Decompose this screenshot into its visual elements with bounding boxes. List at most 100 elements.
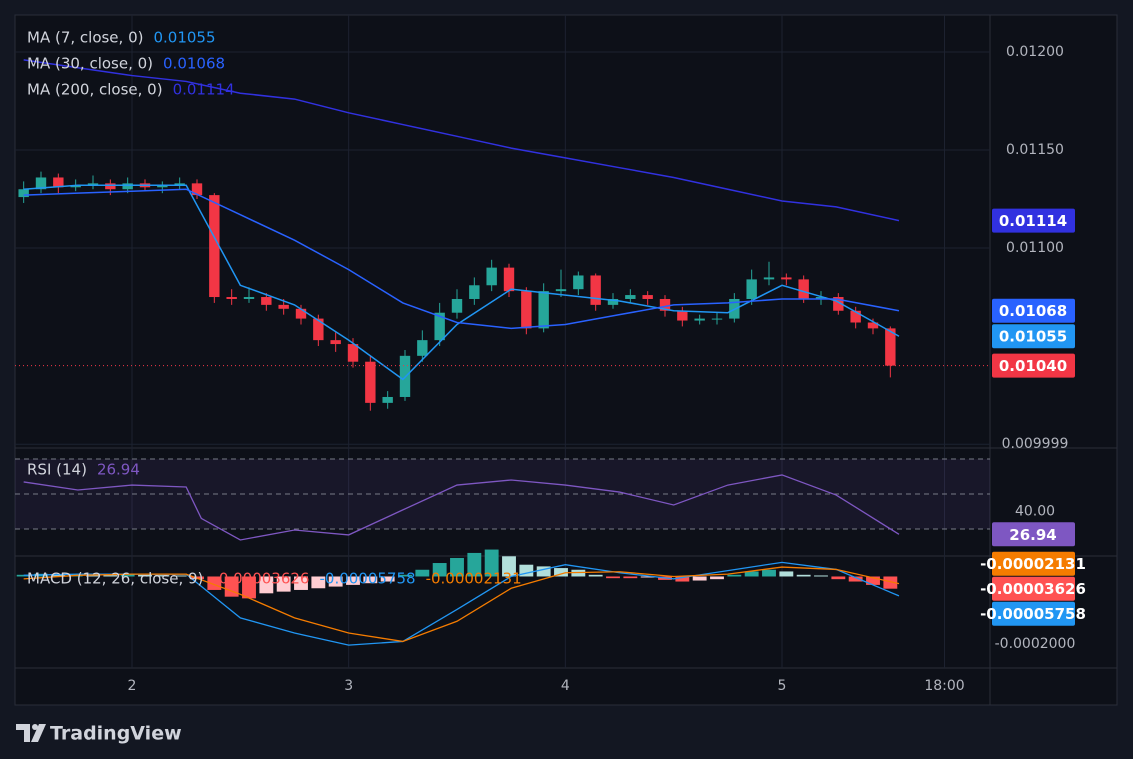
candle-body (469, 285, 480, 299)
candle-body (365, 361, 376, 403)
histogram-bar (519, 564, 534, 577)
histogram-bar (467, 552, 482, 577)
histogram-bar (363, 576, 378, 584)
line-series (23, 59, 900, 222)
histogram-bar (588, 574, 603, 577)
candle-body (278, 304, 289, 309)
histogram-bar (675, 576, 690, 582)
price-box-label: 26.94 (1009, 526, 1056, 544)
chart-frame (14, 14, 1118, 706)
price-box (992, 298, 1075, 323)
candle-body (677, 310, 688, 321)
histogram-bar (311, 576, 326, 589)
histogram-bar (640, 576, 655, 578)
price-box-label: 0.01055 (999, 328, 1067, 346)
candle-body (18, 189, 29, 198)
x-tick-label: 4 (561, 678, 570, 694)
price-box (992, 208, 1075, 233)
x-tick-label: 18:00 (924, 678, 964, 694)
price-box-label: 0.01114 (999, 212, 1067, 230)
histogram-bar (866, 576, 880, 585)
legend-text: -0.00003626 (213, 570, 309, 588)
candle-body (711, 318, 723, 320)
histogram-bar (103, 575, 118, 577)
price-box-label: 0.01040 (999, 357, 1067, 375)
legend-text: MA (30, close, 0) (27, 55, 153, 73)
candle-body (781, 277, 792, 280)
legend-text: MACD (12, 26, close, 9) (27, 570, 203, 588)
candle-body (486, 267, 497, 286)
histogram-bar (744, 571, 759, 577)
x-tick-label: 3 (344, 678, 353, 694)
candle-body (157, 185, 168, 188)
histogram-bar (710, 576, 724, 580)
candle-body (625, 295, 636, 299)
histogram-bar (848, 576, 863, 582)
candle-body (798, 279, 809, 299)
line-series (23, 188, 900, 330)
candle-body (209, 195, 220, 298)
histogram-bar (432, 563, 447, 577)
brand-name: TradingView (50, 723, 182, 745)
legend-text: -0.00005758 (319, 570, 415, 588)
candle-body (885, 328, 896, 366)
x-tick-label: 2 (128, 678, 137, 694)
histogram-bar (692, 576, 707, 581)
price-box (992, 324, 1075, 349)
candle-body (70, 185, 81, 188)
candle-body (451, 298, 463, 313)
candle-body (122, 183, 133, 190)
histogram-bar (86, 574, 100, 577)
histogram-bar (415, 569, 430, 577)
candle-body (295, 308, 307, 319)
histogram-bar (276, 576, 291, 592)
histogram-bar (294, 576, 308, 590)
legend-text: MA (7, close, 0) (27, 29, 143, 47)
histogram-bar (398, 574, 412, 577)
candle-body (763, 277, 775, 280)
price-box (992, 522, 1075, 547)
candle-body (417, 340, 428, 356)
candle-body (35, 177, 47, 190)
candle-body (659, 298, 671, 311)
histogram-bar (727, 574, 742, 577)
histogram-bar (623, 576, 638, 579)
candle-body (607, 298, 619, 305)
candle-body (330, 340, 341, 345)
candle-body (243, 297, 255, 299)
histogram-bar (138, 574, 152, 577)
candle-body (434, 312, 445, 341)
candle-body (590, 275, 601, 305)
candle-body (833, 297, 844, 311)
histogram-bar (796, 574, 811, 577)
histogram-bar (259, 576, 274, 594)
candle-body (53, 177, 64, 188)
candle-body (555, 289, 567, 292)
legend-text: 0.01055 (153, 29, 215, 47)
candle-body (867, 322, 879, 329)
candle-body (815, 297, 827, 299)
brand-logo (16, 724, 46, 742)
histogram-bar (831, 576, 846, 580)
y-tick-label: 0.01150 (1006, 142, 1064, 158)
histogram-bar (606, 576, 620, 579)
price-box-label: 0.01068 (999, 302, 1067, 320)
histogram-bar (172, 575, 187, 577)
candle-body (191, 183, 203, 196)
candle-body (226, 297, 237, 299)
histogram-bar (120, 574, 135, 577)
histogram-bar (242, 576, 256, 599)
price-box (992, 576, 1075, 601)
candle-body (261, 297, 272, 305)
histogram-bar (536, 566, 551, 577)
histogram-bar (779, 571, 794, 577)
histogram-bar (224, 576, 239, 597)
price-box (992, 353, 1075, 378)
legend-text: 0.01114 (173, 81, 235, 99)
line-series (23, 566, 900, 643)
candle-body (347, 344, 359, 362)
legend-text: 26.94 (97, 461, 140, 479)
candle-body (694, 318, 705, 321)
price-box-label: -0.00003626 (980, 580, 1086, 598)
